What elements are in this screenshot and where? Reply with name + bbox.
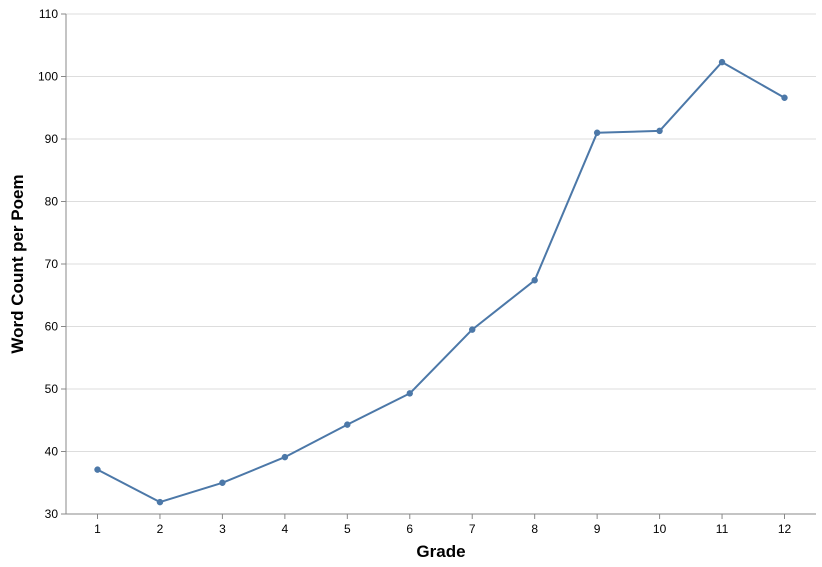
y-tick-label: 90 [45, 132, 59, 146]
y-tick-label: 80 [45, 195, 59, 209]
series-layer [94, 58, 788, 506]
data-point [656, 127, 663, 135]
y-tick-label: 30 [45, 507, 59, 521]
x-tick-label: 12 [778, 522, 792, 536]
data-point [718, 58, 726, 66]
grid [66, 13, 816, 515]
y-tick-label: 50 [45, 382, 59, 396]
data-point [593, 129, 601, 136]
data-point [219, 479, 226, 486]
y-tick-label: 40 [45, 445, 59, 459]
data-point [344, 421, 351, 428]
data-point [781, 94, 788, 101]
x-tick-label: 3 [219, 522, 226, 536]
x-tick-label: 9 [594, 522, 601, 536]
data-point [406, 390, 413, 397]
y-tick-label: 70 [45, 257, 59, 271]
data-point [469, 326, 476, 333]
x-tick-label: 11 [716, 522, 729, 536]
data-point [281, 453, 289, 461]
x-tick-label: 6 [406, 522, 413, 536]
x-tick-label: 10 [653, 522, 667, 536]
x-axis-title: Grade [416, 542, 465, 561]
y-tick-label: 100 [38, 70, 58, 84]
series-line [97, 61, 785, 504]
x-tick-label: 4 [282, 522, 289, 536]
x-tick-label: 8 [531, 522, 538, 536]
x-tick-label: 2 [157, 522, 164, 536]
data-point [156, 498, 164, 506]
y-tick-label: 110 [39, 7, 58, 21]
y-axis-title: Word Count per Poem [8, 174, 27, 353]
x-tick-label: 5 [344, 522, 351, 536]
x-tick-label: 1 [94, 522, 101, 536]
data-point [94, 466, 101, 473]
data-point [531, 277, 538, 284]
x-tick-label: 7 [469, 522, 476, 536]
y-tick-label: 60 [45, 320, 59, 334]
